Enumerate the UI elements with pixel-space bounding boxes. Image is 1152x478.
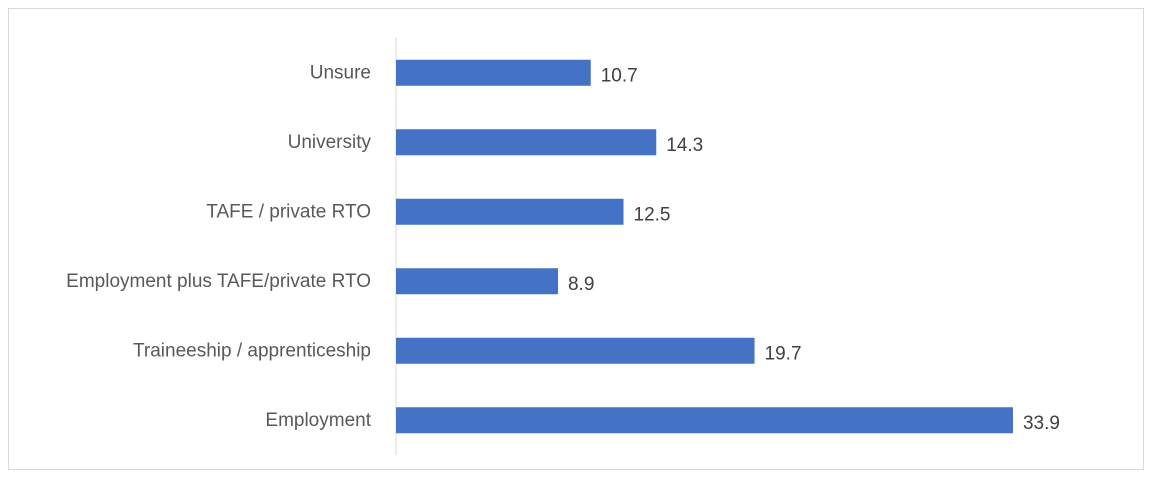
category-labels-group: Unsure University TAFE / private RTO Employ… — [66, 62, 372, 431]
data-label: 12.5 — [634, 204, 671, 225]
bars-group — [396, 59, 1013, 434]
category-label: Employment — [265, 410, 371, 431]
value-labels-group: 10.7 14.3 12.5 8.9 19.7 33.9 — [568, 65, 1060, 434]
data-label: 33.9 — [1023, 413, 1060, 434]
bar — [396, 268, 558, 295]
data-label: 10.7 — [601, 65, 638, 86]
category-label: University — [288, 132, 372, 153]
category-label: TAFE / private RTO — [206, 201, 371, 222]
bar — [396, 407, 1013, 434]
data-label: 19.7 — [765, 343, 802, 364]
bar — [396, 198, 624, 225]
data-label: 14.3 — [666, 135, 703, 156]
category-label: Employment plus TAFE/private RTO — [66, 271, 371, 292]
data-label: 8.9 — [568, 274, 594, 295]
bar — [396, 59, 591, 86]
category-label: Traineeship / apprenticeship — [133, 340, 371, 361]
bar — [396, 129, 657, 156]
bar — [396, 337, 755, 364]
category-label: Unsure — [310, 62, 371, 83]
